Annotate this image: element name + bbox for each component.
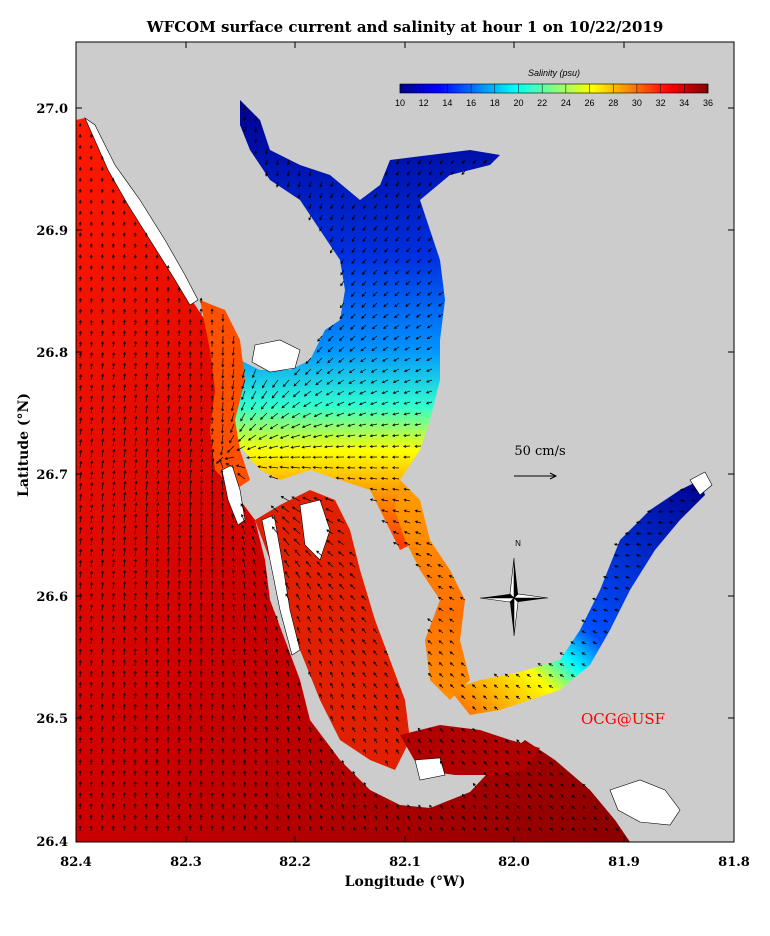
colorbar-tick-label: 26 [585,98,595,108]
compass-west [480,594,514,598]
barrier-island [221,464,246,526]
gulf-water [76,118,630,842]
current-arrows [78,104,697,832]
colorbar-tick-label: 24 [561,98,571,108]
colorbar-tick-label: 12 [419,98,429,108]
compass-rose: N [479,539,549,637]
current-vectors [78,104,697,832]
x-tick-label: 82.1 [389,855,421,870]
channel-water [395,480,470,700]
colorbar-tick-label: 28 [608,98,618,108]
y-tick-labels: 27.0 26.9 26.8 26.7 26.6 26.5 26.4 [36,102,68,850]
barrier-island [689,471,713,496]
colorbar-tick-label: 14 [442,98,452,108]
x-tick-label: 82.0 [498,855,530,870]
barrier-island [84,117,199,306]
y-tick-label: 26.4 [36,835,68,850]
x-tick-label: 82.4 [60,855,92,870]
y-tick-label: 26.8 [36,346,68,361]
map-title: WFCOM surface current and salinity at ho… [146,18,664,36]
x-tick-label: 81.8 [718,855,750,870]
colorbar-tick-label: 20 [513,98,523,108]
velocity-scale: 50 cm/s [514,444,566,480]
barrier-island [414,757,446,781]
x-tick-label: 82.3 [170,855,202,870]
barrier-island [299,499,331,561]
colorbar-tick-label: 16 [466,98,476,108]
colorbar: Salinity (psu) 10 12 14 16 18 20 22 24 26 28 30 32 3… [395,68,713,108]
x-tick-label: 81.9 [608,855,640,870]
colorbar-tick-label: 32 [656,98,666,108]
colorbar-tick-label: 10 [395,98,405,108]
credit-label: OCG@USF [581,710,665,728]
barrier-island [609,779,681,826]
river-water [450,480,705,715]
y-tick-label: 26.6 [36,590,68,605]
y-tick-label: 26.5 [36,712,68,727]
colorbar-label: Salinity (psu) [528,68,580,78]
y-tick-label: 26.7 [36,468,68,483]
colorbar-tick-label: 36 [703,98,713,108]
axis-ticks [75,42,735,843]
north-label: N [515,539,521,548]
y-tick-label: 26.9 [36,224,68,239]
x-axis-label: Longitude (°W) [345,874,466,890]
y-axis-label: Latitude (°N) [16,393,32,497]
compass-north [514,558,518,598]
map-area [76,42,734,842]
y-tick-label: 27.0 [36,102,68,117]
colorbar-tick-label: 34 [679,98,689,108]
sound-water [255,490,410,770]
barrier-island [251,339,301,373]
x-tick-labels: 82.4 82.3 82.2 82.1 82.0 81.9 81.8 [60,855,750,870]
velocity-scale-arrowhead [549,472,558,480]
colorbar-tick-label: 30 [632,98,642,108]
x-tick-label: 82.2 [279,855,311,870]
compass-south [510,598,514,636]
bay-water [225,100,500,550]
colorbar-ramp [399,83,709,94]
colorbar-tick-label: 18 [490,98,500,108]
barrier-island [261,514,301,656]
velocity-scale-label: 50 cm/s [514,444,565,459]
colorbar-ticks: 10 12 14 16 18 20 22 24 26 28 30 32 34 36 [395,84,713,108]
colorbar-tick-label: 22 [537,98,547,108]
compass-east [514,598,548,602]
